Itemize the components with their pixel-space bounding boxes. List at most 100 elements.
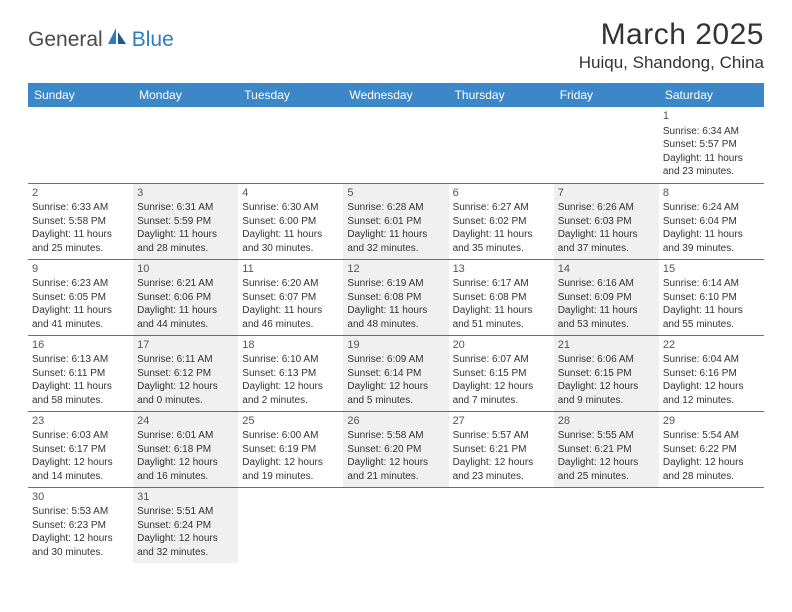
day-number: 14 — [558, 262, 655, 277]
day-number: 22 — [663, 338, 760, 353]
sunrise-text: Sunrise: 6:03 AM — [32, 429, 129, 443]
weekday-header: Tuesday — [238, 83, 343, 107]
sunset-text: Sunset: 6:01 PM — [347, 215, 444, 229]
header: General Blue March 2025 Huiqu, Shandong,… — [28, 18, 764, 73]
sunset-text: Sunset: 6:15 PM — [453, 367, 550, 381]
sunset-text: Sunset: 6:15 PM — [558, 367, 655, 381]
daylight-text: Daylight: 12 hours and 5 minutes. — [347, 380, 444, 407]
day-number: 5 — [347, 186, 444, 201]
sunrise-text: Sunrise: 5:53 AM — [32, 505, 129, 519]
sunset-text: Sunset: 6:07 PM — [242, 291, 339, 305]
sunrise-text: Sunrise: 6:11 AM — [137, 353, 234, 367]
calendar-day-cell: 31Sunrise: 5:51 AMSunset: 6:24 PMDayligh… — [133, 487, 238, 563]
daylight-text: Daylight: 12 hours and 2 minutes. — [242, 380, 339, 407]
calendar-day-cell: 22Sunrise: 6:04 AMSunset: 6:16 PMDayligh… — [659, 335, 764, 411]
calendar-day-cell: 21Sunrise: 6:06 AMSunset: 6:15 PMDayligh… — [554, 335, 659, 411]
sunrise-text: Sunrise: 5:57 AM — [453, 429, 550, 443]
day-number: 9 — [32, 262, 129, 277]
sunset-text: Sunset: 6:03 PM — [558, 215, 655, 229]
day-number: 23 — [32, 414, 129, 429]
calendar-table: Sunday Monday Tuesday Wednesday Thursday… — [28, 83, 764, 563]
calendar-body: 1Sunrise: 6:34 AMSunset: 5:57 PMDaylight… — [28, 107, 764, 563]
daylight-text: Daylight: 11 hours and 35 minutes. — [453, 228, 550, 255]
calendar-day-cell: 8Sunrise: 6:24 AMSunset: 6:04 PMDaylight… — [659, 183, 764, 259]
sunrise-text: Sunrise: 6:13 AM — [32, 353, 129, 367]
calendar-week-row: 30Sunrise: 5:53 AMSunset: 6:23 PMDayligh… — [28, 487, 764, 563]
sunrise-text: Sunrise: 6:24 AM — [663, 201, 760, 215]
calendar-day-cell: 28Sunrise: 5:55 AMSunset: 6:21 PMDayligh… — [554, 411, 659, 487]
sunrise-text: Sunrise: 6:19 AM — [347, 277, 444, 291]
calendar-day-cell: 23Sunrise: 6:03 AMSunset: 6:17 PMDayligh… — [28, 411, 133, 487]
calendar-day-cell: 14Sunrise: 6:16 AMSunset: 6:09 PMDayligh… — [554, 259, 659, 335]
sunrise-text: Sunrise: 5:51 AM — [137, 505, 234, 519]
sunset-text: Sunset: 6:05 PM — [32, 291, 129, 305]
calendar-day-cell — [449, 487, 554, 563]
day-number: 1 — [663, 109, 760, 124]
calendar-day-cell: 5Sunrise: 6:28 AMSunset: 6:01 PMDaylight… — [343, 183, 448, 259]
calendar-day-cell: 10Sunrise: 6:21 AMSunset: 6:06 PMDayligh… — [133, 259, 238, 335]
daylight-text: Daylight: 11 hours and 32 minutes. — [347, 228, 444, 255]
page-title: March 2025 — [579, 18, 764, 52]
sunrise-text: Sunrise: 6:09 AM — [347, 353, 444, 367]
weekday-header: Monday — [133, 83, 238, 107]
sunset-text: Sunset: 6:13 PM — [242, 367, 339, 381]
day-number: 27 — [453, 414, 550, 429]
daylight-text: Daylight: 11 hours and 28 minutes. — [137, 228, 234, 255]
daylight-text: Daylight: 12 hours and 28 minutes. — [663, 456, 760, 483]
calendar-day-cell: 13Sunrise: 6:17 AMSunset: 6:08 PMDayligh… — [449, 259, 554, 335]
sunrise-text: Sunrise: 6:06 AM — [558, 353, 655, 367]
calendar-day-cell: 15Sunrise: 6:14 AMSunset: 6:10 PMDayligh… — [659, 259, 764, 335]
calendar-day-cell: 24Sunrise: 6:01 AMSunset: 6:18 PMDayligh… — [133, 411, 238, 487]
sunrise-text: Sunrise: 6:33 AM — [32, 201, 129, 215]
calendar-day-cell: 11Sunrise: 6:20 AMSunset: 6:07 PMDayligh… — [238, 259, 343, 335]
calendar-day-cell: 30Sunrise: 5:53 AMSunset: 6:23 PMDayligh… — [28, 487, 133, 563]
calendar-day-cell — [28, 107, 133, 183]
calendar-day-cell — [343, 487, 448, 563]
calendar-week-row: 2Sunrise: 6:33 AMSunset: 5:58 PMDaylight… — [28, 183, 764, 259]
calendar-week-row: 9Sunrise: 6:23 AMSunset: 6:05 PMDaylight… — [28, 259, 764, 335]
day-number: 16 — [32, 338, 129, 353]
sunset-text: Sunset: 6:08 PM — [453, 291, 550, 305]
calendar-day-cell — [554, 107, 659, 183]
daylight-text: Daylight: 11 hours and 37 minutes. — [558, 228, 655, 255]
daylight-text: Daylight: 11 hours and 44 minutes. — [137, 304, 234, 331]
calendar-day-cell: 4Sunrise: 6:30 AMSunset: 6:00 PMDaylight… — [238, 183, 343, 259]
day-number: 21 — [558, 338, 655, 353]
sunrise-text: Sunrise: 6:14 AM — [663, 277, 760, 291]
sunrise-text: Sunrise: 6:31 AM — [137, 201, 234, 215]
sunset-text: Sunset: 6:22 PM — [663, 443, 760, 457]
daylight-text: Daylight: 12 hours and 16 minutes. — [137, 456, 234, 483]
sunrise-text: Sunrise: 6:00 AM — [242, 429, 339, 443]
daylight-text: Daylight: 11 hours and 58 minutes. — [32, 380, 129, 407]
day-number: 30 — [32, 490, 129, 505]
calendar-day-cell: 29Sunrise: 5:54 AMSunset: 6:22 PMDayligh… — [659, 411, 764, 487]
day-number: 19 — [347, 338, 444, 353]
sunset-text: Sunset: 6:02 PM — [453, 215, 550, 229]
daylight-text: Daylight: 12 hours and 32 minutes. — [137, 532, 234, 559]
sunset-text: Sunset: 6:16 PM — [663, 367, 760, 381]
sunrise-text: Sunrise: 6:20 AM — [242, 277, 339, 291]
sunset-text: Sunset: 6:10 PM — [663, 291, 760, 305]
daylight-text: Daylight: 12 hours and 25 minutes. — [558, 456, 655, 483]
daylight-text: Daylight: 12 hours and 12 minutes. — [663, 380, 760, 407]
sunrise-text: Sunrise: 6:04 AM — [663, 353, 760, 367]
daylight-text: Daylight: 11 hours and 55 minutes. — [663, 304, 760, 331]
sunset-text: Sunset: 6:04 PM — [663, 215, 760, 229]
calendar-day-cell — [659, 487, 764, 563]
sunset-text: Sunset: 6:09 PM — [558, 291, 655, 305]
weekday-header-row: Sunday Monday Tuesday Wednesday Thursday… — [28, 83, 764, 107]
calendar-week-row: 1Sunrise: 6:34 AMSunset: 5:57 PMDaylight… — [28, 107, 764, 183]
daylight-text: Daylight: 12 hours and 21 minutes. — [347, 456, 444, 483]
daylight-text: Daylight: 12 hours and 0 minutes. — [137, 380, 234, 407]
calendar-day-cell: 2Sunrise: 6:33 AMSunset: 5:58 PMDaylight… — [28, 183, 133, 259]
calendar-day-cell: 6Sunrise: 6:27 AMSunset: 6:02 PMDaylight… — [449, 183, 554, 259]
sunrise-text: Sunrise: 6:10 AM — [242, 353, 339, 367]
calendar-day-cell — [554, 487, 659, 563]
calendar-day-cell: 16Sunrise: 6:13 AMSunset: 6:11 PMDayligh… — [28, 335, 133, 411]
sail-icon — [106, 26, 130, 51]
sunset-text: Sunset: 5:59 PM — [137, 215, 234, 229]
daylight-text: Daylight: 11 hours and 30 minutes. — [242, 228, 339, 255]
sunset-text: Sunset: 5:58 PM — [32, 215, 129, 229]
weekday-header: Sunday — [28, 83, 133, 107]
calendar-day-cell: 3Sunrise: 6:31 AMSunset: 5:59 PMDaylight… — [133, 183, 238, 259]
